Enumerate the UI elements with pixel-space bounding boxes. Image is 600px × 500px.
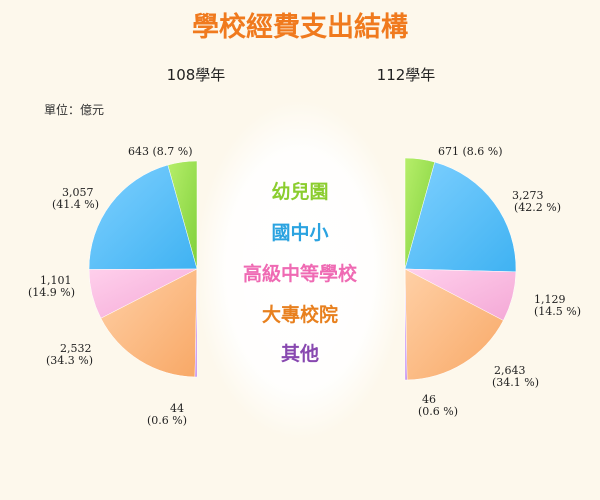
- data-label-112-college-percent: (34.1 %): [492, 376, 539, 389]
- data-label-108-senior-percent: (14.9 %): [28, 286, 75, 299]
- data-label-112-other-value: 46: [422, 393, 436, 406]
- chart-title-108: 108學年: [167, 66, 226, 84]
- legend-item-kindergarten: 幼兒園: [271, 180, 328, 203]
- data-label-112-senior-percent: (14.5 %): [534, 305, 581, 318]
- data-label-108-kindergarten: 643 (8.7 %): [128, 145, 193, 158]
- data-label-108-elementary-value: 3,057: [62, 186, 94, 199]
- data-label-108-college-value: 2,532: [60, 342, 92, 355]
- pie-slice-112-other: [404, 268, 408, 381]
- pie-slice-112-college: [404, 268, 504, 381]
- data-label-108-college-percent: (34.3 %): [46, 354, 93, 367]
- data-label-112-elementary-percent: (42.2 %): [514, 201, 561, 214]
- pie-slice-112-elementary-junior: [404, 161, 517, 273]
- data-label-108-senior-value: 1,101: [40, 274, 72, 287]
- data-label-112-kindergarten: 671 (8.6 %): [438, 145, 503, 158]
- pie-slice-108-other: [194, 268, 198, 378]
- data-label-108-elementary-percent: (41.4 %): [52, 198, 99, 211]
- labels-112: 671 (8.6 %) 3,273 (42.2 %) 1,129 (14.5 %…: [418, 145, 581, 418]
- pie-chart-112: [404, 157, 517, 381]
- chart-title: 學校經費支出結構: [192, 11, 408, 43]
- legend: 幼兒園 國中小 高級中等學校 大專校院 其他: [243, 180, 358, 365]
- data-label-112-elementary-value: 3,273: [512, 189, 544, 202]
- chart-title-112: 112學年: [377, 66, 436, 84]
- data-label-112-other-percent: (0.6 %): [418, 405, 458, 418]
- legend-item-other: 其他: [281, 342, 319, 365]
- legend-item-senior-high: 高級中等學校: [243, 262, 358, 285]
- legend-item-elementary-junior: 國中小: [271, 221, 328, 244]
- data-label-108-other-percent: (0.6 %): [147, 414, 187, 427]
- pie-slice-108-elementary-junior: [88, 164, 198, 270]
- data-label-112-college-value: 2,643: [494, 364, 526, 377]
- data-label-108-other-value: 44: [170, 402, 184, 415]
- data-label-112-senior-value: 1,129: [534, 293, 566, 306]
- center-glow: [195, 100, 405, 440]
- legend-item-college: 大專校院: [262, 303, 338, 326]
- pie-chart-108: [88, 160, 198, 378]
- pie-slice-108-college: [100, 268, 198, 378]
- labels-108: 643 (8.7 %) 3,057 (41.4 %) 1,101 (14.9 %…: [28, 145, 193, 427]
- unit-label: 單位：億元: [44, 102, 104, 117]
